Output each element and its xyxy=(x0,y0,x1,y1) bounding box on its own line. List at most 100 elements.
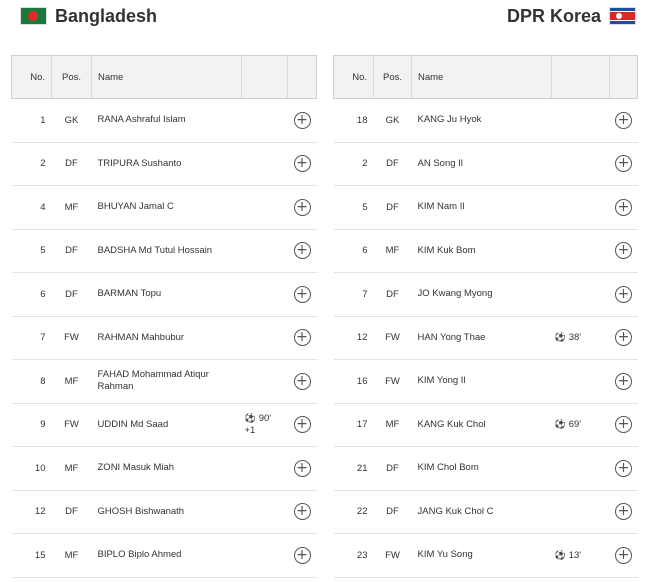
player-position: DF xyxy=(373,185,412,230)
player-row: 18 GK KANG Ju Hyok + xyxy=(333,98,638,143)
player-name: BADSHA Md Tutul Hossain xyxy=(91,229,242,273)
plus-circle-icon[interactable]: + xyxy=(615,459,632,477)
goal-event: ⚽ 90' xyxy=(245,412,288,425)
player-number: 1 xyxy=(11,98,52,143)
player-row: 4 MF BHUYAN Jamal C + xyxy=(11,185,317,230)
player-position: DF xyxy=(373,490,412,534)
soccer-ball-icon: ⚽ xyxy=(554,332,566,343)
player-position: GK xyxy=(373,98,412,143)
away-team-name: DPR Korea xyxy=(506,5,601,26)
player-actions: + xyxy=(287,446,317,491)
home-lineup-header-row: No. Pos. Name xyxy=(11,55,317,99)
plus-circle-icon[interactable]: + xyxy=(615,111,632,129)
player-number: 10 xyxy=(11,446,52,491)
player-events: ⚽ 69' xyxy=(551,403,610,447)
player-events xyxy=(241,185,288,230)
plus-circle-icon[interactable]: + xyxy=(293,242,311,260)
column-header-events xyxy=(241,55,288,99)
plus-circle-icon[interactable]: + xyxy=(293,503,311,521)
player-number: 2 xyxy=(11,142,52,186)
player-name: KIM Kuk Bom xyxy=(411,229,552,273)
player-events xyxy=(551,229,610,273)
player-number: 12 xyxy=(333,316,374,360)
player-position: DF xyxy=(51,490,92,534)
plus-circle-icon[interactable]: + xyxy=(293,111,311,129)
player-events xyxy=(241,98,288,143)
player-row: 23 FW KIM Yu Song ⚽ 13' + xyxy=(333,533,638,578)
player-actions: + xyxy=(609,185,638,230)
player-number: 5 xyxy=(333,185,374,230)
player-events xyxy=(551,272,610,317)
plus-circle-icon[interactable]: + xyxy=(615,198,632,216)
goal-minute: 13' xyxy=(568,549,582,561)
plus-circle-icon[interactable]: + xyxy=(293,198,311,216)
plus-circle-icon[interactable]: + xyxy=(615,242,632,260)
player-events xyxy=(551,446,610,491)
player-position: FW xyxy=(51,403,92,447)
away-team-header: DPR Korea xyxy=(507,0,636,32)
player-events xyxy=(241,533,288,578)
plus-circle-icon[interactable]: + xyxy=(293,416,311,434)
player-events xyxy=(241,142,288,186)
player-events: ⚽ 38' xyxy=(551,316,610,360)
player-name: KANG Ju Hyok xyxy=(411,98,552,143)
plus-circle-icon[interactable]: + xyxy=(293,372,311,390)
player-events xyxy=(241,316,288,360)
plus-circle-icon[interactable]: + xyxy=(293,285,311,303)
plus-circle-icon[interactable]: + xyxy=(293,155,311,173)
player-number: 21 xyxy=(333,446,374,491)
home-team-name: Bangladesh xyxy=(55,5,158,26)
player-position: DF xyxy=(373,446,412,491)
player-name: JANG Kuk Chol C xyxy=(411,490,552,534)
player-name: KIM Yu Song xyxy=(411,533,552,578)
player-name: BIPLO Biplo Ahmed xyxy=(91,533,242,578)
home-team-header: Bangladesh xyxy=(20,0,157,32)
player-actions: + xyxy=(609,316,638,360)
player-position: MF xyxy=(51,533,92,578)
player-events xyxy=(241,359,288,404)
player-events xyxy=(241,446,288,491)
player-position: MF xyxy=(51,446,92,491)
player-row: 15 MF BIPLO Biplo Ahmed + xyxy=(11,533,317,578)
plus-circle-icon[interactable]: + xyxy=(293,459,311,477)
player-number: 22 xyxy=(333,490,374,534)
plus-circle-icon[interactable]: + xyxy=(615,372,632,390)
soccer-ball-icon: ⚽ xyxy=(554,419,566,430)
player-actions: + xyxy=(287,403,317,447)
plus-circle-icon[interactable]: + xyxy=(615,285,632,303)
player-position: DF xyxy=(51,272,92,317)
plus-circle-icon[interactable]: + xyxy=(615,546,632,564)
player-number: 8 xyxy=(11,359,52,404)
column-header-pos: Pos. xyxy=(373,55,412,99)
player-actions: + xyxy=(287,142,317,186)
player-position: DF xyxy=(373,272,412,317)
goal-added-time: +1 xyxy=(244,425,256,437)
player-number: 2 xyxy=(333,142,374,186)
goal-event: ⚽ 13' xyxy=(555,549,610,562)
plus-circle-icon[interactable]: + xyxy=(615,155,632,173)
plus-circle-icon[interactable]: + xyxy=(293,329,311,347)
player-actions: + xyxy=(609,533,638,578)
player-row: 22 DF JANG Kuk Chol C + xyxy=(333,490,638,534)
player-position: MF xyxy=(373,403,412,447)
player-position: MF xyxy=(373,229,412,273)
plus-circle-icon[interactable]: + xyxy=(615,503,632,521)
plus-circle-icon[interactable]: + xyxy=(615,416,632,434)
plus-circle-icon[interactable]: + xyxy=(615,329,632,347)
plus-circle-icon[interactable]: + xyxy=(293,546,311,564)
player-actions: + xyxy=(287,316,317,360)
player-row: 2 DF TRIPURA Sushanto + xyxy=(11,142,317,186)
goal-minute: 69' xyxy=(568,419,582,431)
column-header-name: Name xyxy=(411,55,552,99)
goal-event: ⚽ 38' xyxy=(555,331,610,344)
player-actions: + xyxy=(609,359,638,404)
player-position: DF xyxy=(51,229,92,273)
player-name: UDDIN Md Saad xyxy=(91,403,242,447)
player-row: 5 DF BADSHA Md Tutul Hossain + xyxy=(11,229,317,273)
player-row: 17 MF KANG Kuk Chol ⚽ 69' + xyxy=(333,403,638,447)
player-events xyxy=(551,98,610,143)
player-actions: + xyxy=(287,490,317,534)
player-actions: + xyxy=(287,533,317,578)
player-number: 6 xyxy=(333,229,374,273)
